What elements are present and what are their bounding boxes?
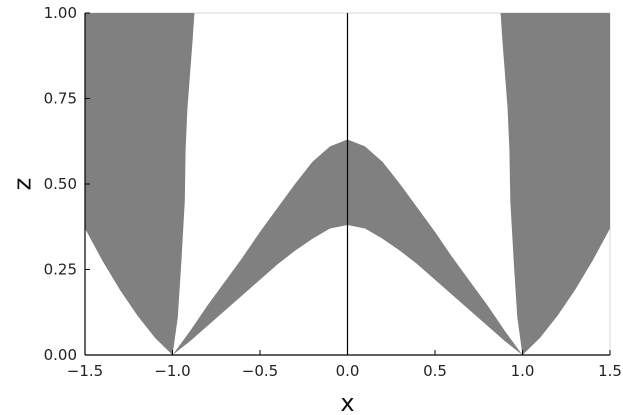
x-tick-label: −0.5: [242, 362, 278, 380]
y-axis-ticks: 0.00 0.25 0.50 0.75 1.00: [44, 4, 90, 364]
x-tick-label: −1.0: [154, 362, 190, 380]
x-tick-label: 0.5: [423, 362, 447, 380]
shaded-region-1: [85, 13, 195, 355]
y-tick-label: 1.00: [44, 4, 77, 22]
x-tick-label: 0.0: [336, 362, 360, 380]
shaded-region-3: [500, 13, 610, 355]
x-tick-label: 1.5: [598, 362, 622, 380]
x-axis-title: x: [340, 389, 354, 415]
y-tick-label: 0.75: [44, 90, 77, 108]
y-axis-title: z: [8, 178, 36, 191]
x-tick-label: −1.5: [67, 362, 103, 380]
y-tick-label: 0.50: [44, 175, 77, 193]
y-tick-label: 0.25: [44, 261, 77, 279]
x-axis-ticks: −1.5 −1.0 −0.5 0.0 0.5 1.0 1.5: [67, 350, 622, 380]
y-tick-label: 0.00: [44, 346, 77, 364]
x-tick-label: 1.0: [511, 362, 535, 380]
